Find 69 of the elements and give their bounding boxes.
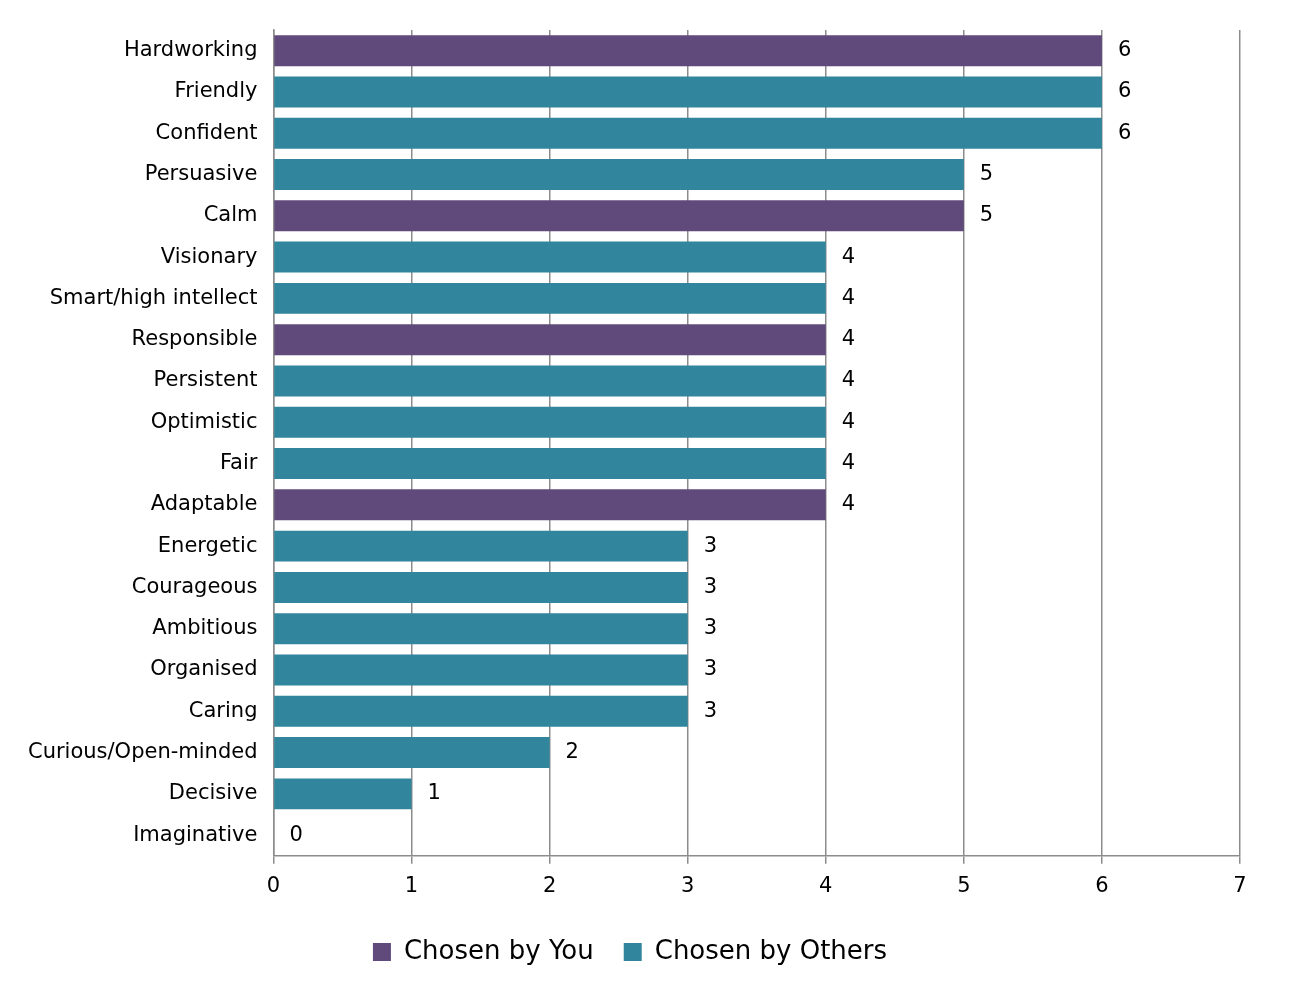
- bar: [274, 695, 688, 727]
- data-label: 5: [979, 202, 994, 227]
- data-label: 1: [427, 780, 441, 805]
- data-label: 4: [841, 408, 856, 433]
- x-tick-label: 1: [404, 872, 419, 897]
- data-label: 4: [841, 450, 856, 474]
- bar: [274, 365, 826, 397]
- data-label: 4: [841, 284, 856, 309]
- bar: [274, 282, 826, 314]
- y-tick-label: Persuasive: [144, 160, 258, 185]
- data-label: 6: [1117, 37, 1132, 62]
- bar: [274, 530, 688, 562]
- x-tick-label: 5: [957, 872, 971, 897]
- data-label: 4: [841, 243, 856, 268]
- y-tick-label: Friendly: [174, 78, 258, 103]
- y-tick-label: Decisive: [168, 780, 258, 805]
- x-tick-label: 2: [542, 872, 557, 897]
- y-tick-label: Organised: [150, 656, 258, 681]
- x-tick-label: 6: [1095, 872, 1109, 897]
- y-tick-label: Fair: [219, 450, 258, 474]
- bar: [274, 35, 1102, 67]
- legend-label: Chosen by Others: [654, 934, 888, 965]
- data-label: 3: [703, 532, 718, 557]
- x-tick-label: 4: [819, 872, 833, 897]
- y-tick-label: Persistent: [153, 367, 258, 392]
- y-tick-label: Confident: [155, 119, 258, 144]
- bar: [274, 737, 550, 769]
- y-tick-label: Caring: [188, 697, 258, 722]
- y-tick-label: Adaptable: [150, 491, 258, 516]
- x-tick-label: 3: [681, 872, 695, 897]
- y-tick-label: Responsible: [131, 326, 258, 351]
- y-tick-label: Hardworking: [123, 37, 258, 62]
- bar: [274, 613, 688, 645]
- bar: [274, 241, 826, 273]
- y-tick-label: Smart/high intellect: [49, 284, 258, 309]
- bar: [274, 654, 688, 686]
- y-tick-label: Optimistic: [150, 408, 258, 433]
- data-label: 3: [703, 573, 718, 598]
- data-label: 3: [703, 697, 718, 722]
- bar: [274, 489, 826, 521]
- bar: [274, 448, 826, 480]
- x-tick-label: 0: [266, 872, 281, 897]
- data-label: 0: [289, 821, 303, 846]
- data-label: 4: [841, 326, 856, 351]
- bar: [274, 778, 412, 810]
- y-tick-label: Courageous: [131, 573, 258, 598]
- legend-label: Chosen by You: [403, 934, 594, 965]
- data-label: 3: [703, 615, 718, 640]
- bar: [274, 324, 826, 356]
- data-label: 3: [703, 656, 718, 681]
- data-label: 4: [841, 367, 856, 392]
- bar: [274, 76, 1102, 108]
- y-tick-label: Curious/Open-minded: [27, 739, 258, 764]
- y-tick-label: Visionary: [160, 243, 258, 268]
- bar: [274, 406, 826, 438]
- data-label: 6: [1117, 119, 1132, 144]
- bar: [274, 117, 1102, 149]
- y-tick-label: Imaginative: [133, 821, 258, 846]
- x-tick-label: 7: [1233, 872, 1247, 897]
- bar: [274, 571, 688, 603]
- bar: [274, 200, 964, 232]
- data-label: 5: [979, 160, 994, 185]
- y-tick-label: Calm: [203, 202, 258, 227]
- data-label: 4: [841, 491, 856, 516]
- data-label: 2: [565, 739, 579, 764]
- y-tick-label: Energetic: [157, 532, 258, 557]
- bar: [274, 159, 964, 190]
- data-label: 6: [1117, 78, 1132, 103]
- y-tick-label: Ambitious: [152, 615, 258, 640]
